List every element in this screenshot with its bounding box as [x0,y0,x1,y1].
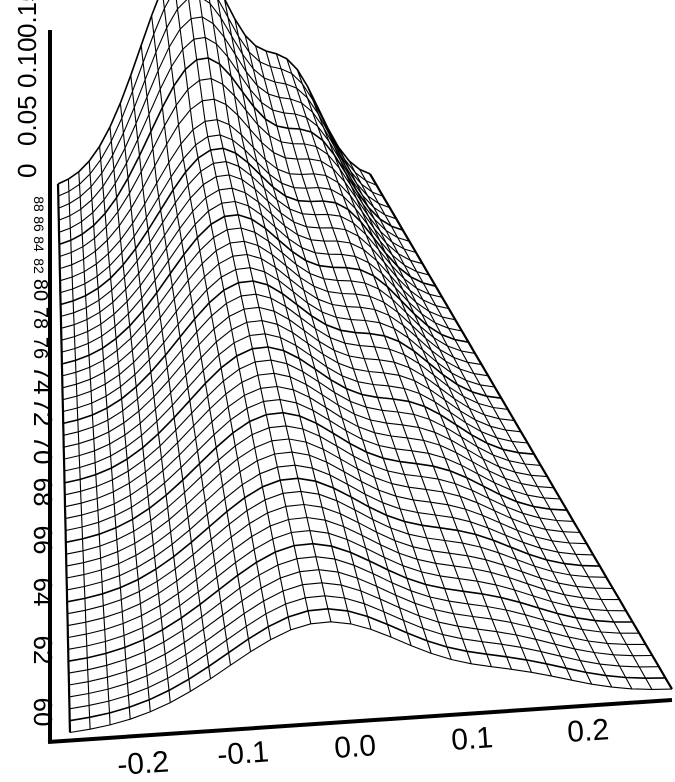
mesh-long-line [208,0,352,625]
horizontal-axis-line [47,698,673,744]
mesh-long-line [67,179,91,730]
x-tick-label: 0.1 [450,721,494,757]
mesh-cross-line [69,595,659,710]
depth-tick-label: 72 [28,398,58,427]
mesh-long-line [317,107,573,681]
depth-tick-label: 88 [31,196,47,212]
x-tick-labels: -0.2 -0.1 0.0 0.1 0.2 [116,713,610,782]
mesh-long-line [244,35,432,654]
z-tick-label: 0.05 [12,95,42,146]
mesh-long-line [56,183,72,733]
depth-tick-label: 86 [31,216,47,232]
mesh-long-line [255,45,452,660]
z-tick-label: 0.10 [12,37,42,88]
mesh-long-line [234,18,412,646]
depth-tick-label: 60 [28,698,58,727]
mesh-cross-line [59,98,417,270]
mesh-long-line [175,0,292,631]
mesh-long-line [140,45,232,666]
depth-tick-label: 62 [28,636,58,665]
mesh-long-line [217,0,372,630]
depth-tick-label: 84 [31,236,47,252]
depth-tick-label: 74 [28,366,58,395]
mesh-cross-line [69,582,653,698]
x-tick-label: 0.0 [333,729,377,765]
mesh-long-line [224,0,392,638]
mesh-cross-line [67,516,620,639]
depth-tick-label: 78 [29,307,51,329]
x-tick-label: 0.2 [566,713,610,749]
depth-tick-label: 70 [28,436,58,465]
mesh-long-line [119,102,191,692]
depth-tick-label: 66 [28,526,58,555]
mesh-long-line [286,58,513,670]
mesh-long-line [109,126,171,703]
z-tick-labels: 0 0.05 0.10 0.15 [12,0,42,178]
mesh-cross-line [58,0,384,209]
x-tick-label: -0.2 [116,745,170,782]
mesh-cross-line [68,569,646,686]
mesh-long-line [162,0,272,640]
mesh-long-line [130,75,212,679]
mesh-long-line [265,50,472,664]
mesh-cross-line [69,607,666,722]
depth-tick-label: 76 [29,337,51,359]
mesh-long-line [199,0,332,622]
surface-mesh [56,0,673,734]
mesh-long-line [88,161,131,720]
mesh-long-line [307,86,553,677]
mesh-long-line [151,15,252,652]
mesh-long-line [327,128,593,685]
depth-tick-label: 64 [28,578,58,607]
mesh-cross-line [68,542,633,662]
mesh-long-line [188,0,312,624]
mesh-long-line [275,53,492,667]
mesh-cross-line [66,451,587,579]
x-tick-label: -0.1 [216,735,270,772]
mesh-long-line [78,171,111,725]
mesh-long-line [348,160,633,690]
mesh-long-line [359,169,653,690]
mesh-long-line [338,147,613,688]
mesh-long-line [369,173,673,690]
z-tick-label: 0.15 [12,0,42,38]
mesh-long-line [99,146,151,712]
depth-tick-label: 80 [29,279,51,301]
mesh-long-line [296,69,533,673]
z-tick-label-zero: 0 [12,164,42,178]
depth-tick-labels: 60 62 64 66 68 70 72 74 76 78 80 82 84 86 88 [28,196,58,726]
depth-tick-label: 68 [28,478,58,507]
depth-tick-label: 82 [31,258,47,274]
